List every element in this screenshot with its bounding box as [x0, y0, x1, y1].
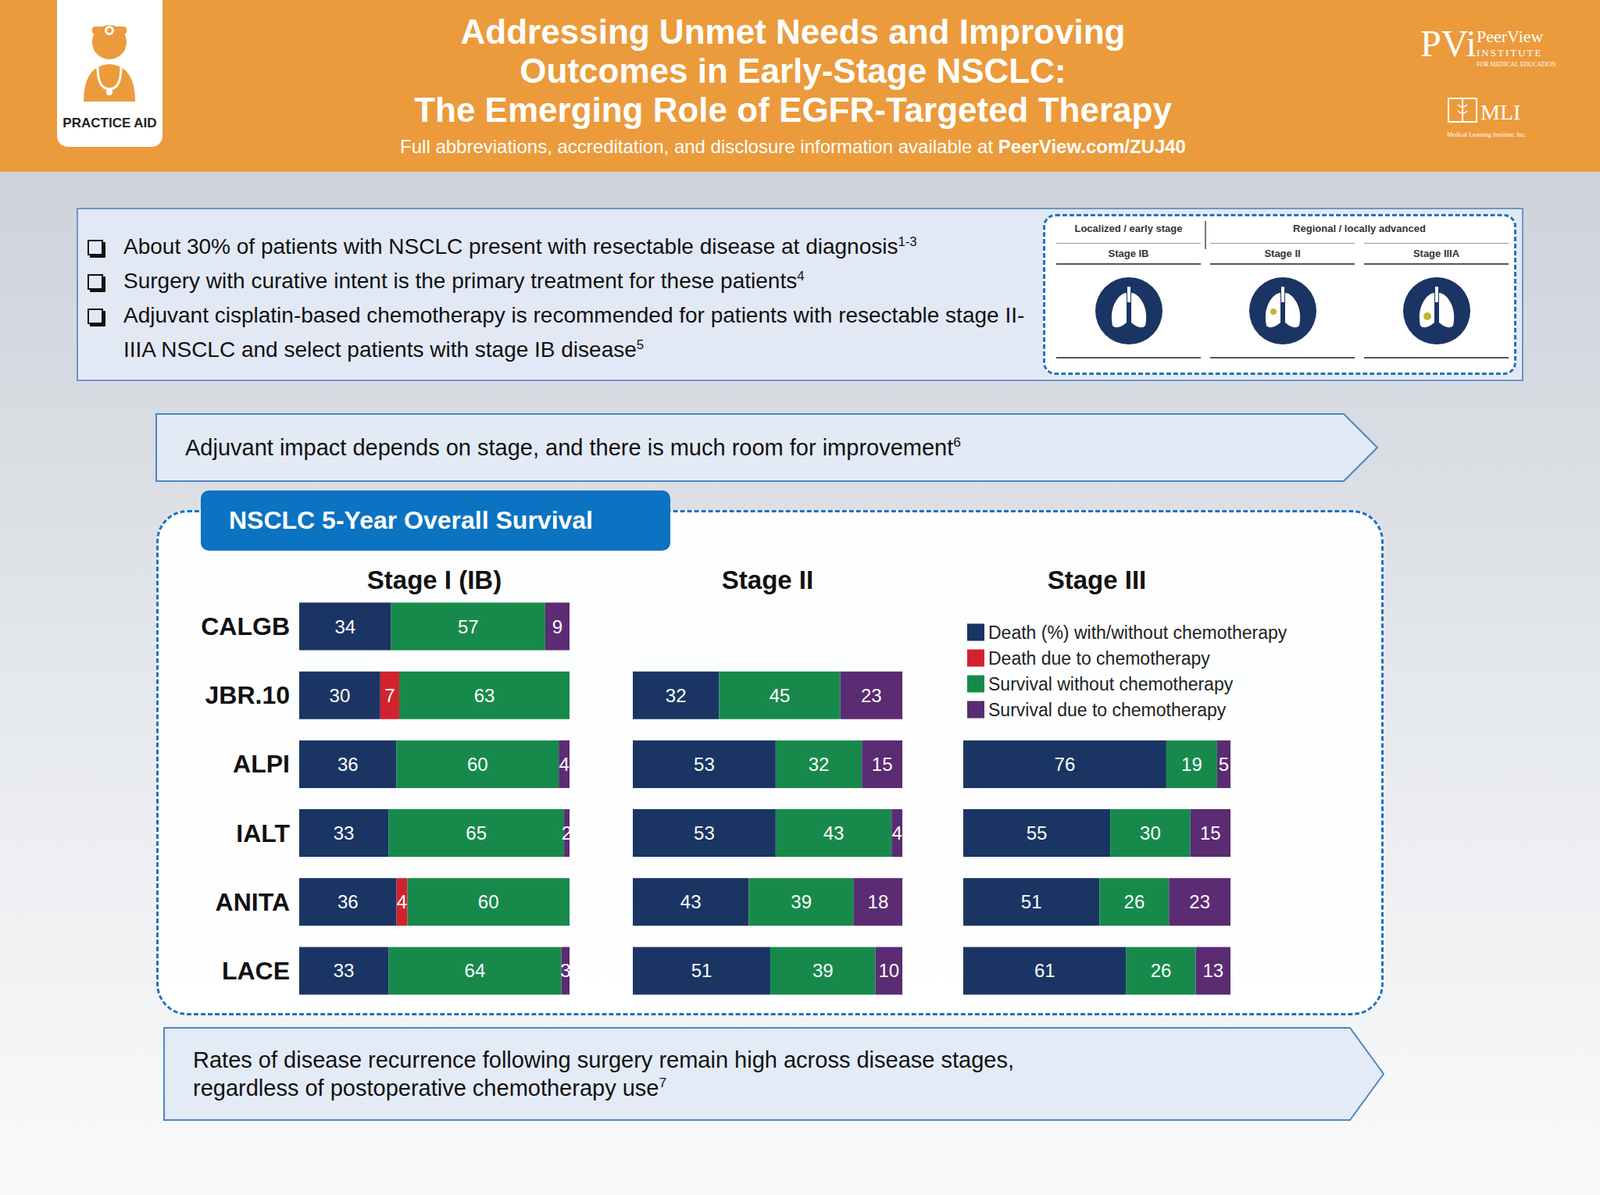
html-text:Rates of disease recurrence fo: Rates of disease recurrence following su…: [192, 1047, 1015, 1101]
svg-text:7: 7: [384, 685, 395, 707]
svg-text:65: 65: [465, 822, 487, 844]
svg-text:ALPI: ALPI: [232, 750, 290, 779]
svg-text:64: 64: [464, 960, 486, 982]
svg-text:63: 63: [474, 685, 496, 707]
svg-text:32: 32: [808, 753, 830, 775]
html-text:Stage IB: Stage IB: [1108, 247, 1149, 260]
svg-text:26: 26: [1124, 891, 1146, 913]
svg-text:51: 51: [691, 960, 713, 982]
html-text:About 30% of patients with NSC: About 30% of patients with NSCLC present…: [123, 234, 917, 259]
svg-text:60: 60: [467, 753, 489, 775]
html-text:NSCLC 5-Year Overall Survival: NSCLC 5-Year Overall Survival: [228, 506, 593, 535]
svg-text:ANITA: ANITA: [215, 888, 290, 917]
html-text:Stage II: Stage II: [721, 565, 814, 595]
html-text:Addressing Unmet Needs and Imp: Addressing Unmet Needs and Improving: [460, 12, 1126, 51]
svg-text:39: 39: [790, 891, 812, 913]
svg-text:19: 19: [1181, 753, 1203, 775]
svg-text:Death (%) with/without chemoth: Death (%) with/without chemotherapy: [988, 622, 1288, 643]
svg-text:57: 57: [457, 616, 479, 638]
svg-text:76: 76: [1054, 753, 1076, 775]
svg-text:34: 34: [334, 616, 356, 638]
html-text:Full abbreviations, accreditat: Full abbreviations, accreditation, and d…: [400, 135, 1186, 158]
svg-text:Survival without chemotherapy: Survival without chemotherapy: [988, 674, 1234, 695]
html-text:Adjuvant cisplatin-based chemo: Adjuvant cisplatin-based chemotherapy is…: [123, 303, 1025, 362]
html-text:The Emerging Role of EGFR-Targ: The Emerging Role of EGFR-Targeted Thera…: [414, 90, 1172, 129]
html-text:Stage III: Stage III: [1047, 565, 1147, 595]
svg-text:15: 15: [1200, 822, 1222, 844]
svg-text:3: 3: [560, 960, 571, 982]
svg-text:18: 18: [867, 891, 890, 913]
svg-text:61: 61: [1034, 960, 1056, 982]
svg-text:5: 5: [1218, 753, 1229, 775]
html-text:Stage II: Stage II: [1264, 247, 1301, 260]
html-text:PRACTICE AID: PRACTICE AID: [62, 115, 157, 131]
html-text:PeerView: PeerView: [1476, 26, 1544, 47]
svg-text:53: 53: [693, 753, 715, 775]
svg-text:Survival due to chemotherapy: Survival due to chemotherapy: [988, 700, 1227, 721]
svg-text:39: 39: [812, 960, 834, 982]
svg-text:23: 23: [1189, 891, 1211, 913]
svg-text:4: 4: [891, 822, 902, 844]
html-text:FOR MEDICAL EDUCATION: FOR MEDICAL EDUCATION: [1476, 60, 1556, 68]
svg-text:60: 60: [478, 891, 500, 913]
svg-text:JBR.10: JBR.10: [205, 681, 291, 710]
html-text:Regional / locally advanced: Regional / locally advanced: [1293, 222, 1426, 235]
svg-text:IALT: IALT: [235, 819, 290, 848]
svg-text:30: 30: [1139, 822, 1161, 844]
svg-text:33: 33: [333, 822, 355, 844]
svg-text:30: 30: [329, 685, 351, 707]
html-text:PVi: PVi: [1420, 22, 1477, 65]
svg-text:15: 15: [871, 753, 893, 775]
svg-text:43: 43: [680, 891, 702, 913]
svg-text:LACE: LACE: [221, 957, 290, 986]
html-text:Stage IIIA: Stage IIIA: [1413, 247, 1460, 260]
html-text:MLI: MLI: [1480, 100, 1521, 125]
svg-text:45: 45: [769, 685, 791, 707]
html-text:Localized / early stage: Localized / early stage: [1074, 222, 1183, 235]
svg-text:CALGB: CALGB: [200, 612, 290, 641]
svg-text:53: 53: [693, 822, 715, 844]
svg-text:36: 36: [337, 891, 359, 913]
html-text:Stage I (IB): Stage I (IB): [367, 565, 502, 595]
svg-text:51: 51: [1021, 891, 1043, 913]
svg-text:Death due to chemotherapy: Death due to chemotherapy: [988, 648, 1211, 669]
svg-text:2: 2: [561, 822, 572, 844]
html-text:INSTITUTE: INSTITUTE: [1476, 46, 1543, 59]
svg-text:13: 13: [1202, 960, 1224, 982]
svg-text:4: 4: [396, 891, 408, 913]
svg-text:36: 36: [337, 753, 359, 775]
html-text:Outcomes in Early-Stage NSCLC:: Outcomes in Early-Stage NSCLC:: [519, 51, 1067, 90]
svg-text:55: 55: [1026, 822, 1048, 844]
svg-text:10: 10: [878, 960, 900, 982]
svg-text:32: 32: [665, 685, 687, 707]
html-text:Surgery with curative intent i: Surgery with curative intent is the prim…: [123, 268, 805, 293]
svg-text:23: 23: [860, 685, 883, 707]
html-text:Adjuvant impact depends on sta: Adjuvant impact depends on stage, and th…: [185, 434, 961, 461]
svg-text:33: 33: [333, 960, 355, 982]
svg-text:43: 43: [823, 822, 845, 844]
html-text:Medical Learning Institute, In: Medical Learning Institute, Inc.: [1446, 131, 1527, 139]
svg-text:9: 9: [552, 616, 563, 638]
svg-text:26: 26: [1150, 960, 1172, 982]
svg-text:4: 4: [558, 753, 569, 775]
